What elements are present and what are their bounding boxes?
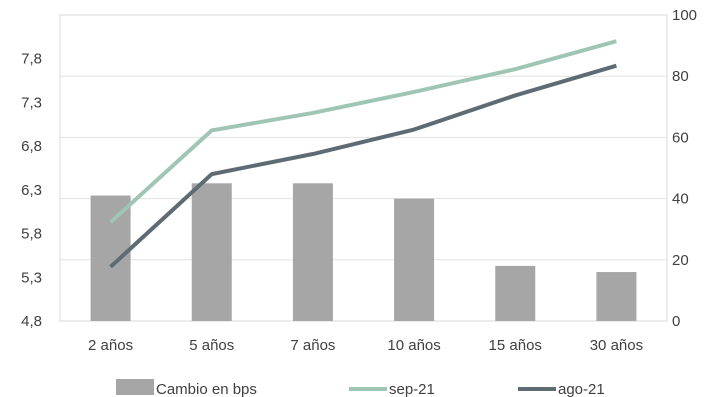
left-tick-label: 6,8 [21, 138, 42, 155]
right-axis: 0 20 40 60 80 100 [672, 7, 697, 330]
right-tick-label: 0 [672, 313, 680, 330]
right-tick-label: 40 [672, 191, 689, 208]
legend: Cambio en bps sep-21 ago-21 [116, 379, 605, 397]
legend-label: sep-21 [389, 381, 435, 397]
category-label: 30 años [590, 337, 643, 354]
category-label: 5 años [189, 337, 234, 354]
bar [596, 272, 637, 321]
left-tick-label: 7,8 [21, 51, 42, 68]
left-axis: 4,8 5,3 5,8 6,3 6,8 7,3 7,8 [21, 51, 42, 330]
right-tick-label: 60 [672, 129, 689, 146]
line-series [109, 39, 617, 269]
line-sep-21 [109, 39, 617, 224]
category-label: 15 años [489, 337, 542, 354]
left-tick-label: 7,3 [21, 94, 42, 111]
left-tick-label: 4,8 [21, 313, 42, 330]
left-tick-label: 6,3 [21, 182, 42, 199]
bar-series [90, 183, 637, 321]
bar [394, 198, 435, 321]
plot-area [59, 14, 668, 322]
legend-label: ago-21 [558, 381, 605, 397]
bar [292, 183, 333, 321]
bar [191, 183, 232, 321]
right-tick-label: 80 [672, 68, 689, 85]
bar [495, 265, 536, 321]
left-tick-label: 5,3 [21, 269, 42, 286]
legend-swatch-bar [116, 379, 154, 395]
category-label: 2 años [88, 337, 133, 354]
right-tick-label: 20 [672, 252, 689, 269]
left-tick-label: 5,8 [21, 226, 42, 243]
x-axis: 2 años 5 años 7 años 10 años 15 años 30 años [88, 337, 643, 354]
gridlines [60, 75, 667, 261]
category-label: 7 años [290, 337, 335, 354]
category-label: 10 años [387, 337, 440, 354]
legend-label: Cambio en bps [156, 381, 257, 397]
right-tick-label: 100 [672, 7, 697, 24]
line-ago-21 [109, 63, 617, 269]
bar [90, 195, 131, 321]
